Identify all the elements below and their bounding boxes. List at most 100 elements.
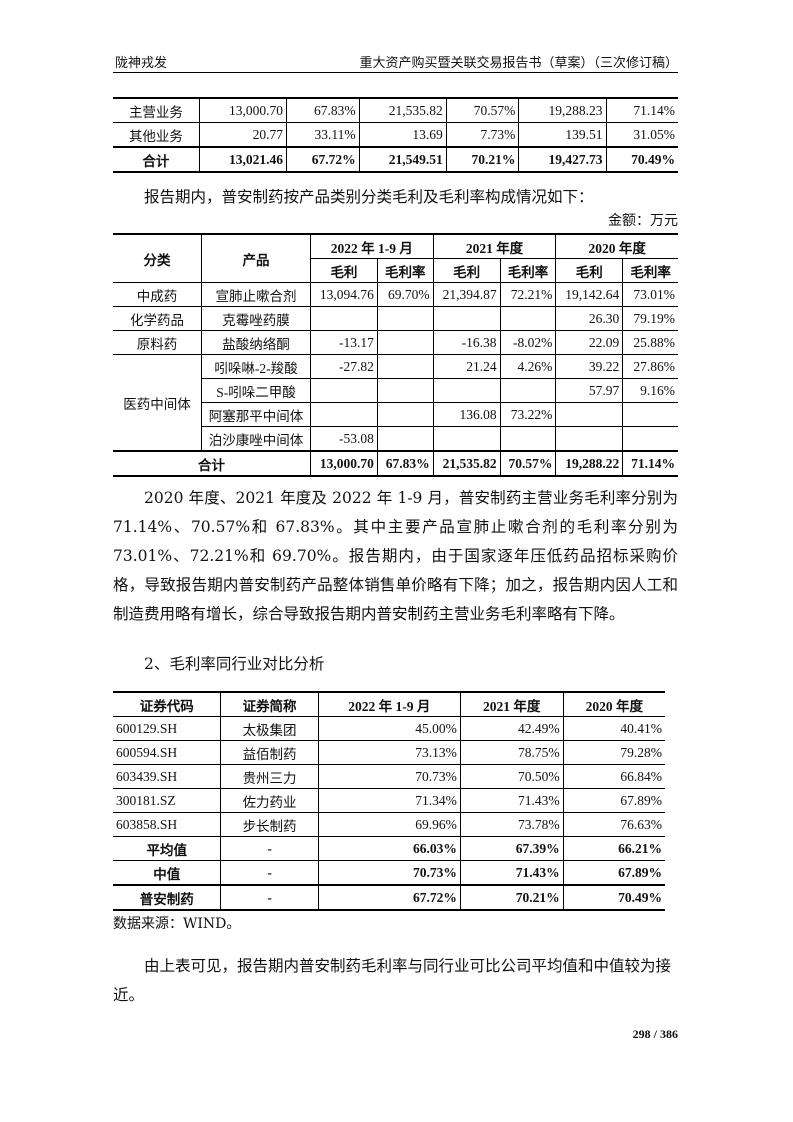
- table-cell: 19,288.23: [518, 97, 607, 123]
- table-cell: 71.14%: [622, 450, 678, 477]
- row-label: 主营业务: [113, 97, 200, 123]
- summary-row: 平均值 -66.03% 67.39% 66.21%: [113, 836, 665, 861]
- table-cell: [376, 354, 434, 379]
- table-cell: [376, 330, 434, 355]
- table-cell: 78.75%: [459, 740, 564, 765]
- table-cell: 66.03%: [317, 836, 461, 861]
- table-cell: 73.13%: [317, 740, 461, 765]
- product-cell: 吲哚啉-2-羧酸: [201, 354, 311, 379]
- table-row: 600129.SH 太极集团 45.00% 42.49% 40.41%: [113, 716, 665, 741]
- product-cell: 宣肺止嗽合剂: [201, 282, 311, 307]
- product-cell: 克霉唑药膜: [201, 306, 311, 331]
- table-cell: 70.57%: [499, 450, 557, 477]
- header-row: 毛利 毛利率 毛利 毛利率 毛利 毛利率: [113, 258, 678, 283]
- table-cell: 中值: [113, 860, 222, 886]
- table-cell: [310, 402, 378, 427]
- category-cell: 原料药: [113, 330, 202, 355]
- table-cell: 67.83%: [286, 97, 360, 123]
- table-cell: [555, 402, 624, 427]
- table-cell: 67.72%: [317, 884, 461, 911]
- table-cell: 70.73%: [317, 860, 461, 886]
- table-cell: -27.82: [310, 354, 378, 379]
- column-header: 证券代码: [113, 691, 222, 717]
- summary-row: 中值 -70.73% 71.43% 67.89%: [113, 860, 665, 886]
- table-cell: [310, 378, 378, 403]
- stock-code: 600129.SH: [113, 716, 222, 741]
- table-cell: [499, 306, 557, 331]
- subheader-margin: 毛利率: [376, 258, 434, 283]
- table-cell: 13,000.70: [310, 450, 378, 477]
- table-cell: 9.16%: [622, 378, 678, 403]
- table-cell: -8.02%: [499, 330, 557, 355]
- table-cell: 73.01%: [622, 282, 678, 307]
- company-name: 贵州三力: [220, 764, 319, 789]
- table-cell: [376, 402, 434, 427]
- table-cell: 21.24: [432, 354, 501, 379]
- column-header: 证券简称: [220, 691, 319, 717]
- table-cell: 7.73%: [445, 122, 520, 148]
- stock-code: 603439.SH: [113, 764, 222, 789]
- total-row: 合计 13,000.70 67.83% 21,535.82 70.57% 19,288.2…: [113, 450, 678, 477]
- table-cell: 70.50%: [459, 764, 564, 789]
- table-cell: [310, 306, 378, 331]
- table-cell: [622, 402, 678, 427]
- table-cell: 79.28%: [562, 740, 665, 765]
- company-name: 太极集团: [220, 716, 319, 741]
- column-header: 2022 年 1-9 月: [317, 691, 461, 717]
- table-cell: 19,427.73: [518, 146, 607, 173]
- table-cell: [432, 426, 501, 452]
- table-cell: 70.49%: [605, 146, 678, 173]
- header-rule: [113, 72, 678, 73]
- table-cell: 67.72%: [286, 146, 360, 173]
- period-header: 2020 年度: [555, 233, 678, 259]
- table-cell: 21,535.82: [432, 450, 501, 477]
- table-cell: 13,021.46: [198, 146, 288, 173]
- table-cell: [555, 426, 624, 452]
- table-cell: 21,394.87: [432, 282, 501, 307]
- column-header: 2021 年度: [459, 691, 564, 717]
- table-cell: 66.84%: [562, 764, 665, 789]
- header-row: 证券代码 证券简称 2022 年 1-9 月 2021 年度 2020 年度: [113, 691, 665, 717]
- subheader-gross-profit: 毛利: [555, 258, 624, 283]
- page-number: 298 / 386: [632, 1027, 678, 1041]
- table-cell: 76.63%: [562, 812, 665, 837]
- table-cell: 72.21%: [499, 282, 557, 307]
- table-cell: 39.22: [555, 354, 624, 379]
- period-header: 2021 年度: [432, 233, 557, 259]
- table-cell: 19,288.22: [555, 450, 624, 477]
- table-cell: 普安制药: [113, 884, 222, 911]
- category-cell: 中成药: [113, 282, 202, 307]
- table-cell: 70.49%: [562, 884, 665, 911]
- table-cell: 21,549.51: [358, 146, 447, 173]
- table-row: 化学药品 克霉唑药膜 26.30 79.19%: [113, 306, 678, 331]
- table-row: 其他业务 20.77 33.11% 13.69 7.73% 139.51 31.05%: [113, 122, 678, 148]
- table-cell: [376, 378, 434, 403]
- table-cell: 19,142.64: [555, 282, 624, 307]
- table-cell: 13,094.76: [310, 282, 378, 307]
- table-cell: 27.86%: [622, 354, 678, 379]
- conclusion-paragraph: 由上表可见，报告期内普安制药毛利率与同行业可比公司平均值和中值较为接近。: [113, 957, 672, 1004]
- table-cell: [432, 306, 501, 331]
- table-cell: 13.69: [358, 122, 447, 148]
- stock-code: 603858.SH: [113, 812, 222, 837]
- table-cell: 42.49%: [459, 716, 564, 741]
- table-row: 原料药 盐酸纳络酮 -13.17 -16.38 -8.02% 22.09 25.88%: [113, 330, 678, 355]
- table-cell: 67.89%: [562, 860, 665, 886]
- table-cell: 71.34%: [317, 788, 461, 813]
- unit-label: 金额：万元: [608, 213, 678, 229]
- subheader-gross-profit: 毛利: [310, 258, 378, 283]
- table-row: 600594.SH 益佰制药 73.13% 78.75% 79.28%: [113, 740, 665, 765]
- table-cell: [376, 426, 434, 452]
- table-cell: 73.22%: [499, 402, 557, 427]
- row-label: 合计: [113, 146, 200, 173]
- product-cell: 盐酸纳络酮: [201, 330, 311, 355]
- subheader-margin: 毛利率: [499, 258, 557, 283]
- stock-code: 300181.SZ: [113, 788, 222, 813]
- table-cell: -16.38: [432, 330, 501, 355]
- table-cell: 70.21%: [459, 884, 564, 911]
- table-cell: 平均值: [113, 836, 222, 861]
- table-cell: 73.78%: [459, 812, 564, 837]
- table-cell: 70.21%: [445, 146, 520, 173]
- data-source: 数据来源：WIND。: [113, 916, 241, 932]
